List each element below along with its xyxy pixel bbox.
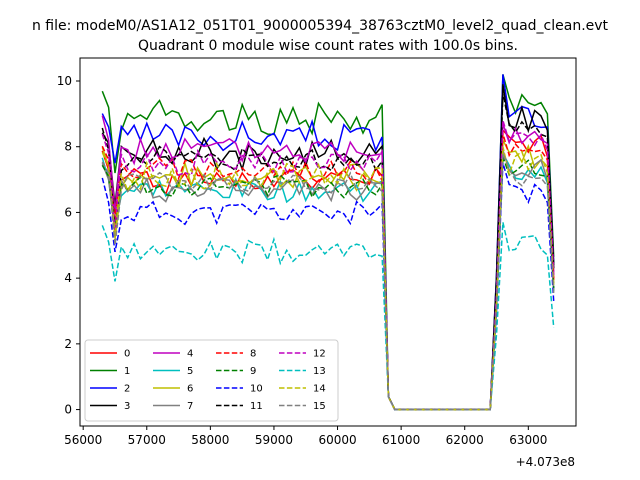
- chart-title: Quadrant 0 module wise count rates with …: [138, 38, 518, 54]
- legend-label-8: 8: [250, 349, 256, 360]
- x-axis: 56000 57000 58000 59000 60000 61000 62000 63000: [64, 426, 547, 447]
- x-tick-label: 60000: [318, 433, 356, 447]
- legend-label-7: 7: [187, 401, 193, 412]
- legend-box: [84, 339, 339, 422]
- y-tick-label: 4: [64, 271, 72, 285]
- y-tick-label: 10: [57, 74, 72, 88]
- series-layer: [101, 74, 555, 411]
- legend-label-15: 15: [313, 401, 326, 412]
- legend-label-12: 12: [313, 349, 326, 360]
- x-tick-label: 58000: [191, 433, 229, 447]
- legend-label-0: 0: [124, 349, 130, 360]
- series-line-12: [101, 120, 555, 411]
- y-tick-label: 2: [64, 337, 72, 351]
- legend-label-3: 3: [124, 401, 130, 412]
- legend-label-1: 1: [124, 366, 130, 377]
- legend-label-14: 14: [313, 384, 326, 395]
- legend-label-9: 9: [250, 366, 256, 377]
- y-tick-label: 6: [64, 205, 72, 219]
- x-offset-label: +4.073e8: [516, 455, 575, 469]
- x-tick-label: 61000: [382, 433, 420, 447]
- legend-label-13: 13: [313, 366, 326, 377]
- x-tick-label: 62000: [446, 433, 484, 447]
- series-line-10: [101, 162, 555, 411]
- series-line-15: [101, 153, 555, 411]
- legend-label-5: 5: [187, 366, 193, 377]
- legend-label-6: 6: [187, 384, 193, 395]
- y-tick-label: 8: [64, 140, 72, 154]
- y-tick-label: 0: [64, 403, 72, 417]
- legend-label-11: 11: [250, 401, 263, 412]
- x-tick-label: 57000: [128, 433, 166, 447]
- figure-suptitle: n file: modeM0/AS1A12_051T01_9000005394_…: [32, 18, 609, 34]
- series-line-14: [101, 146, 555, 411]
- x-tick-label: 56000: [64, 433, 102, 447]
- legend-label-2: 2: [124, 384, 130, 395]
- x-tick-label: 59000: [255, 433, 293, 447]
- legend-label-4: 4: [187, 349, 193, 360]
- legend-label-10: 10: [250, 384, 263, 395]
- x-tick-label: 63000: [509, 433, 547, 447]
- y-axis: 0 2 4 6 8 10: [57, 74, 80, 417]
- axes-border: [79, 57, 577, 427]
